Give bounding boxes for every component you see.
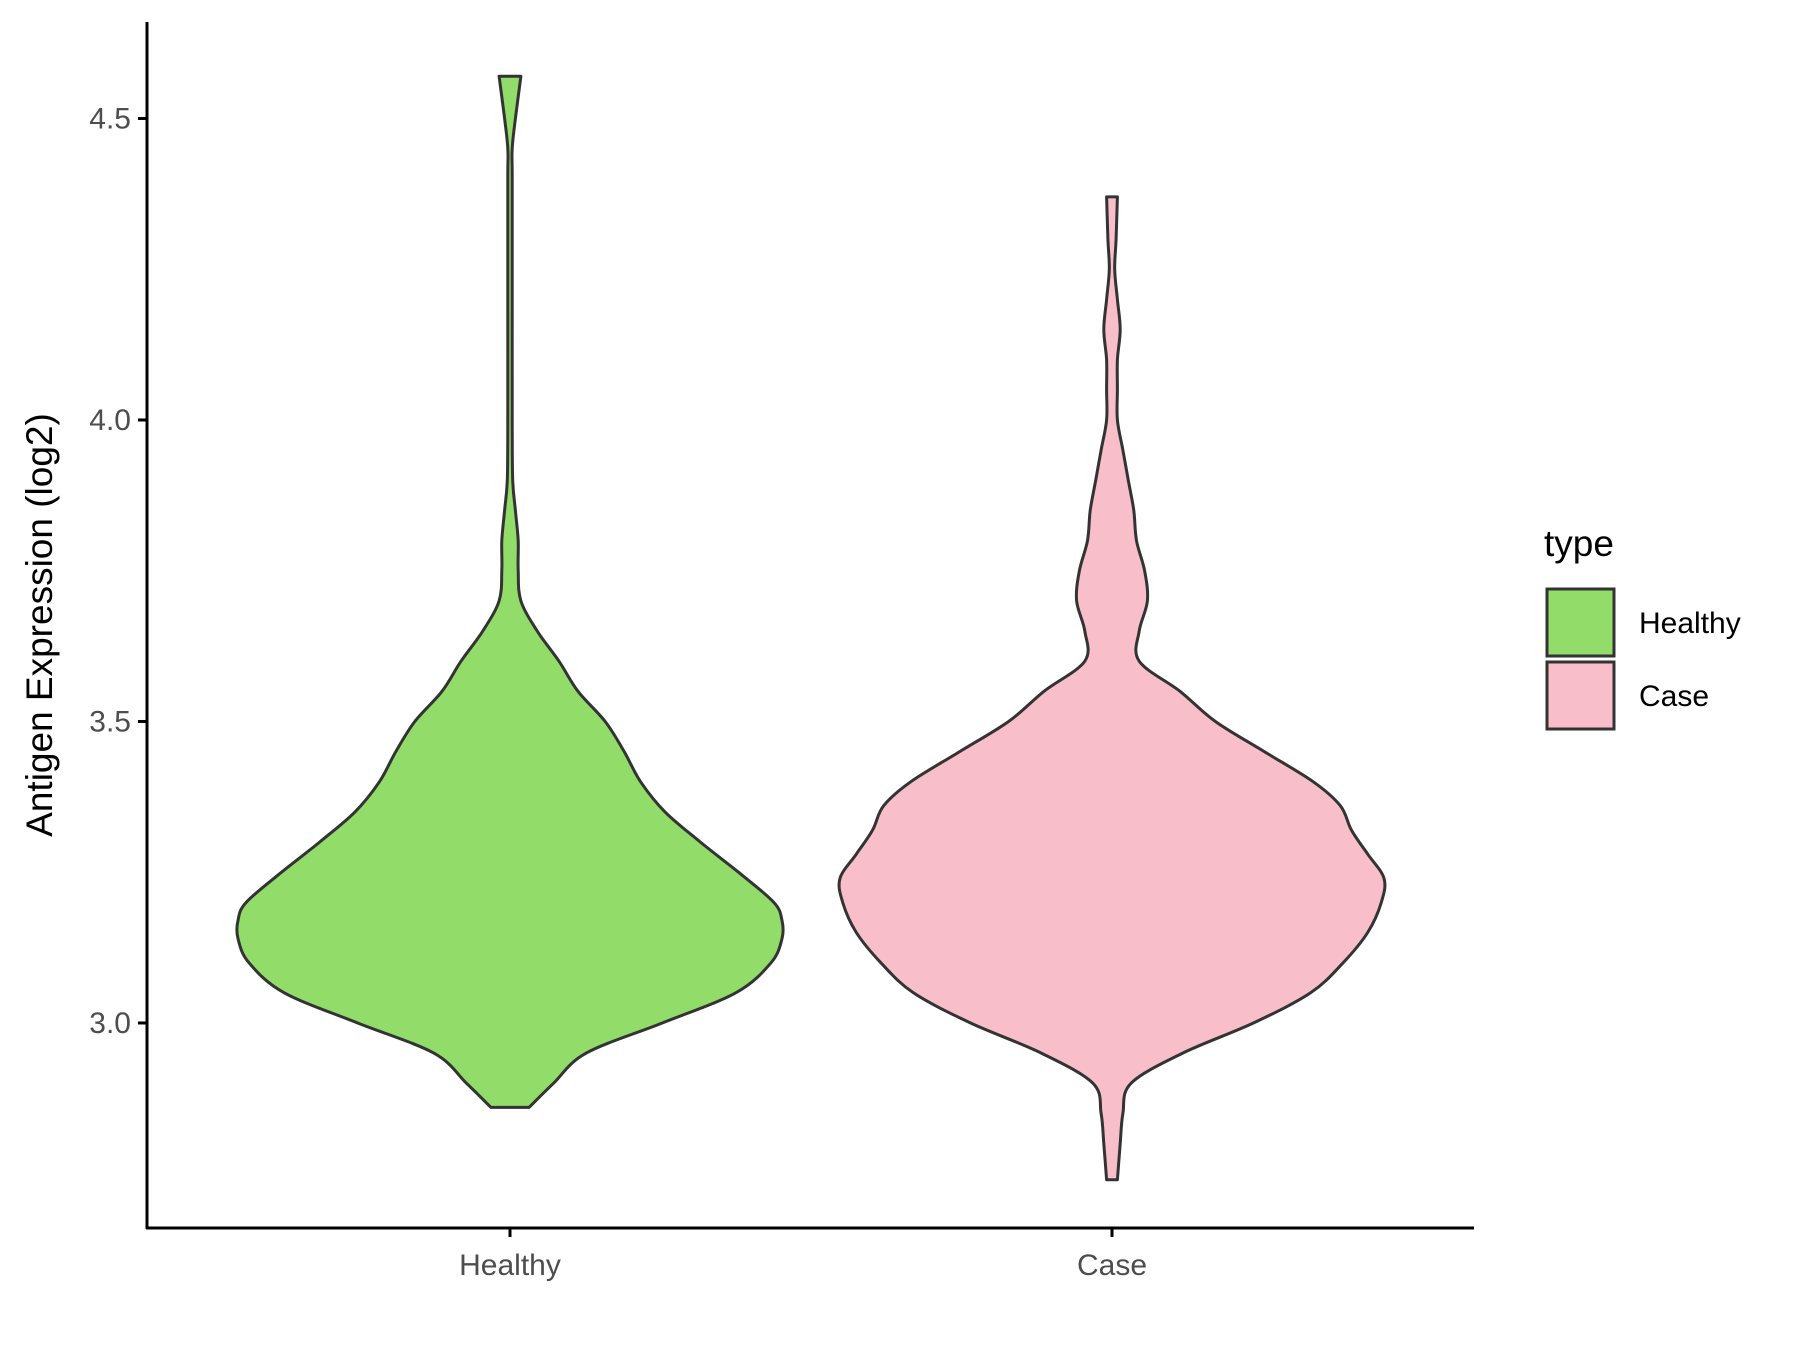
legend-items: Healthy Case	[1545, 587, 1741, 731]
y-tick-label: 3.0	[89, 1007, 131, 1040]
violin-layer	[235, 74, 1387, 1182]
y-axis-ticks: 3.0 3.5 4.0 4.5	[89, 102, 147, 1040]
x-tick-label: Healthy	[459, 1249, 561, 1282]
y-tick-label: 4.5	[89, 102, 131, 135]
y-tick-label: 3.5	[89, 705, 131, 738]
y-tick-label: 4.0	[89, 404, 131, 437]
legend-title: type	[1544, 523, 1614, 564]
legend-swatch-healthy	[1545, 587, 1616, 658]
legend-label-case: Case	[1639, 680, 1709, 713]
legend-label-healthy: Healthy	[1639, 607, 1741, 640]
legend: type Healthy Case	[1544, 523, 1741, 731]
legend-swatch-case	[1545, 660, 1616, 731]
x-tick-label: Case	[1077, 1249, 1147, 1282]
x-axis-ticks: Healthy Case	[459, 1228, 1147, 1282]
violin-case	[837, 195, 1387, 1182]
y-axis-title: Antigen Expression (log2)	[19, 413, 60, 837]
violin-healthy	[235, 74, 785, 1109]
